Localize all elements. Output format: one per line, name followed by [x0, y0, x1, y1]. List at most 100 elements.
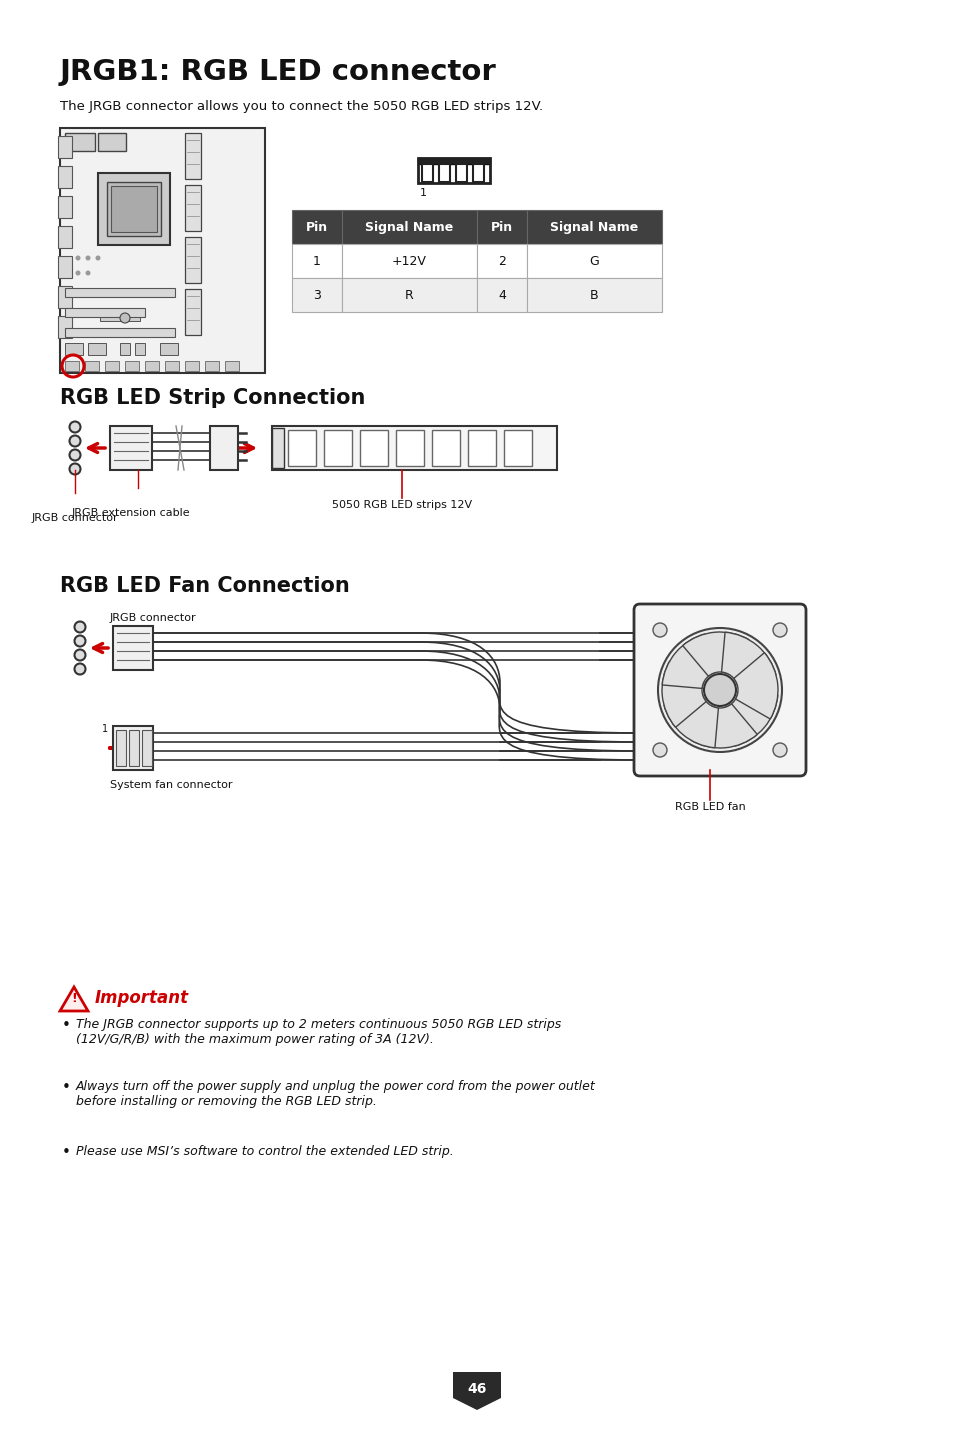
Bar [112, 726, 152, 770]
Bar [432, 430, 459, 465]
Text: +12V: +12V [392, 255, 427, 268]
Bar [272, 428, 284, 468]
Bar [341, 278, 476, 312]
Text: Important: Important [95, 990, 189, 1007]
Text: 5050 RGB LED strips 12V: 5050 RGB LED strips 12V [332, 500, 472, 510]
Bar [165, 361, 179, 371]
Text: •: • [62, 1080, 71, 1095]
Bar [417, 158, 490, 165]
Text: G: G [589, 255, 598, 268]
Wedge shape [682, 632, 748, 676]
Text: B: B [590, 288, 598, 302]
Text: •: • [62, 1146, 71, 1160]
Circle shape [74, 636, 86, 646]
Text: 1: 1 [419, 188, 427, 198]
Bar [58, 136, 71, 158]
Circle shape [75, 271, 80, 275]
Bar [65, 328, 174, 337]
Text: !: ! [71, 991, 77, 1004]
Bar [65, 288, 174, 296]
Text: R: R [405, 288, 414, 302]
Bar [324, 430, 352, 465]
Bar [129, 730, 139, 766]
Bar [65, 133, 95, 150]
Bar [135, 344, 145, 355]
Bar [145, 361, 159, 371]
Bar [65, 344, 83, 355]
Bar [272, 425, 557, 470]
Circle shape [703, 674, 735, 706]
Circle shape [772, 743, 786, 758]
Text: Signal Name: Signal Name [365, 221, 453, 233]
Text: JRGB connector: JRGB connector [31, 513, 118, 523]
Text: Please use MSI’s software to control the extended LED strip.: Please use MSI’s software to control the… [76, 1146, 454, 1158]
FancyBboxPatch shape [634, 604, 805, 776]
Bar [98, 173, 170, 245]
Bar [107, 182, 161, 236]
Text: •: • [62, 1018, 71, 1032]
Bar [125, 361, 139, 371]
Bar [526, 278, 661, 312]
Text: RGB LED Fan Connection: RGB LED Fan Connection [60, 576, 350, 596]
Bar [526, 243, 661, 278]
Circle shape [70, 464, 80, 474]
Text: 1: 1 [313, 255, 320, 268]
Bar [58, 166, 71, 188]
Bar [526, 211, 661, 243]
Bar [111, 186, 157, 232]
Bar [185, 133, 201, 179]
Text: 46: 46 [467, 1382, 486, 1396]
Bar [438, 165, 450, 182]
Bar [468, 430, 496, 465]
Text: JRGB extension cable: JRGB extension cable [71, 508, 190, 518]
Text: Always turn off the power supply and unplug the power cord from the power outlet: Always turn off the power supply and unp… [76, 1080, 595, 1108]
Text: System fan connector: System fan connector [110, 780, 233, 790]
Text: 4: 4 [497, 288, 505, 302]
Wedge shape [720, 632, 775, 686]
Bar [341, 243, 476, 278]
Bar [476, 211, 526, 243]
Text: The JRGB connector supports up to 2 meters continuous 5050 RGB LED strips
(12V/G: The JRGB connector supports up to 2 mete… [76, 1018, 560, 1045]
Text: 1: 1 [102, 725, 108, 735]
Bar [395, 430, 423, 465]
Bar [116, 730, 126, 766]
Bar [58, 196, 71, 218]
Bar [185, 361, 199, 371]
Circle shape [74, 621, 86, 633]
Circle shape [86, 271, 91, 275]
Bar [341, 211, 476, 243]
Text: JRGB1: RGB LED connector: JRGB1: RGB LED connector [60, 59, 497, 86]
Text: Pin: Pin [491, 221, 513, 233]
Bar [85, 361, 99, 371]
Circle shape [86, 255, 91, 261]
Circle shape [70, 421, 80, 432]
Bar [142, 730, 152, 766]
Polygon shape [60, 987, 88, 1011]
Circle shape [74, 650, 86, 660]
Text: JRGB connector: JRGB connector [110, 613, 196, 623]
Wedge shape [663, 695, 718, 748]
Bar [58, 226, 71, 248]
Wedge shape [661, 634, 715, 689]
Text: 3: 3 [313, 288, 320, 302]
Bar [292, 278, 341, 312]
Circle shape [772, 623, 786, 637]
Polygon shape [453, 1372, 500, 1411]
Text: 2: 2 [497, 255, 505, 268]
Circle shape [70, 450, 80, 461]
Bar [185, 238, 201, 284]
Wedge shape [733, 653, 778, 719]
Text: RGB LED Strip Connection: RGB LED Strip Connection [60, 388, 365, 408]
Bar [105, 361, 119, 371]
Bar [160, 344, 178, 355]
Bar [292, 243, 341, 278]
Bar [473, 165, 483, 182]
Bar [112, 626, 152, 670]
Circle shape [652, 743, 666, 758]
Bar [359, 430, 388, 465]
Wedge shape [661, 662, 705, 727]
Bar [292, 211, 341, 243]
Bar [110, 425, 152, 470]
Bar [288, 430, 315, 465]
Bar [100, 314, 140, 321]
